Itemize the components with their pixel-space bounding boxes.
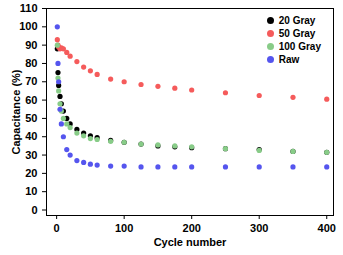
svg-text:80: 80 — [25, 57, 37, 69]
svg-text:0: 0 — [54, 222, 60, 234]
svg-text:110: 110 — [20, 2, 38, 14]
svg-text:10: 10 — [25, 185, 37, 197]
svg-text:70: 70 — [25, 75, 37, 87]
svg-text:100: 100 — [115, 222, 133, 234]
svg-text:20: 20 — [25, 167, 37, 179]
svg-text:90: 90 — [25, 39, 37, 51]
html-text:100 Gray: 100 Gray — [278, 41, 321, 52]
svg-text:400: 400 — [318, 222, 336, 234]
svg-text:40: 40 — [25, 130, 37, 142]
html-text:20 Gray: 20 Gray — [278, 15, 316, 26]
svg-text:30: 30 — [25, 149, 37, 161]
svg-text:100: 100 — [19, 20, 37, 32]
html-text:Raw: Raw — [278, 54, 300, 65]
svg-text:60: 60 — [25, 94, 37, 106]
svg-text:50: 50 — [25, 112, 37, 124]
svg-text:Cycle number: Cycle number — [154, 236, 227, 248]
html-text:50 Gray: 50 Gray — [278, 28, 316, 39]
svg-text:200: 200 — [183, 222, 201, 234]
svg-text:0: 0 — [31, 204, 37, 216]
svg-text:Capacitance (%): Capacitance (%) — [10, 69, 22, 154]
svg-text:300: 300 — [250, 222, 268, 234]
